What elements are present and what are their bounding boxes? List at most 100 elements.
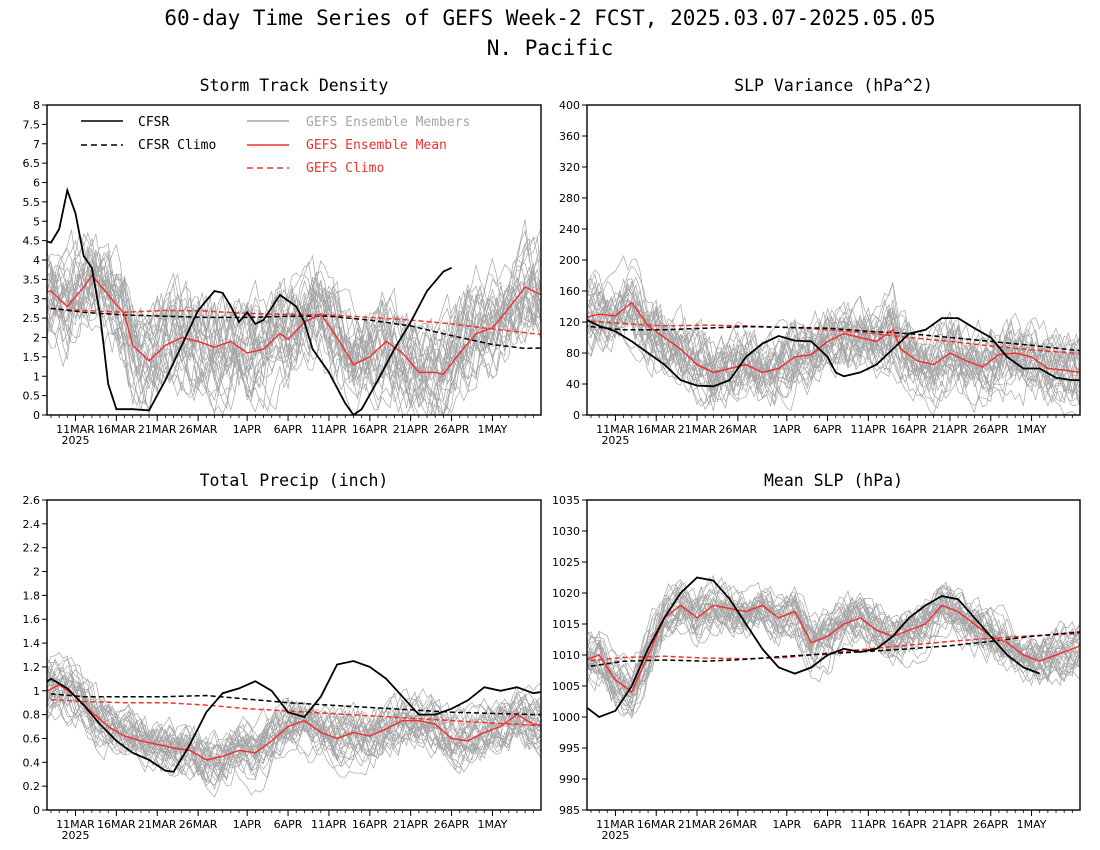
- ensemble-member-line: [587, 595, 1080, 694]
- cfsr-line: [587, 576, 1041, 719]
- y-tick-label: 3.5: [23, 273, 41, 286]
- gefs-climo-line: [587, 319, 1080, 355]
- ensemble-member-line: [587, 590, 1080, 692]
- y-tick-label: 1025: [552, 556, 580, 569]
- x-tick-label: 21MAR: [678, 423, 717, 436]
- x-tick-label: 6APR: [813, 818, 842, 831]
- y-tick-label: 1: [33, 685, 40, 698]
- ensemble-member-line: [47, 680, 541, 796]
- y-tick-label: 160: [559, 285, 580, 298]
- ensemble-member-line: [587, 291, 1080, 407]
- y-tick-label: 40: [566, 378, 580, 391]
- ensemble-member-line: [47, 250, 541, 402]
- y-tick-label: 1035: [552, 494, 580, 507]
- y-tick-label: 360: [559, 130, 580, 143]
- x-tick-label: 6APR: [274, 423, 303, 436]
- y-tick-label: 0: [573, 409, 580, 422]
- cfsr-line: [47, 186, 452, 415]
- y-tick-label: 5.5: [23, 196, 41, 209]
- y-tick-label: 1020: [552, 587, 580, 600]
- x-tick-label: 1MAY: [477, 818, 507, 831]
- y-tick-label: 1005: [552, 680, 580, 693]
- x-tick-label: 16MAR: [637, 423, 676, 436]
- y-tick-label: 200: [559, 254, 580, 267]
- y-tick-label: 1.6: [23, 613, 41, 626]
- legend-label-cfsr: CFSR: [138, 115, 169, 130]
- y-tick-label: 2.5: [23, 312, 41, 325]
- y-tick-label: 0.2: [23, 780, 41, 793]
- y-tick-label: 0: [33, 804, 40, 817]
- x-tick-label: 1APR: [772, 423, 801, 436]
- ensemble-member-line: [47, 656, 541, 782]
- ensemble-member-line: [587, 269, 1080, 398]
- y-tick-label: 2: [33, 566, 40, 579]
- y-tick-label: 6: [33, 177, 40, 190]
- y-tick-label: 1000: [552, 711, 580, 724]
- panel-title: Mean SLP (hPa): [764, 471, 903, 490]
- x-tick-label: 26MAR: [718, 818, 757, 831]
- legend-label-cfsr-climo: CFSR Climo: [138, 138, 216, 153]
- y-tick-label: 0.8: [23, 709, 41, 722]
- cfsr-line: [47, 660, 541, 773]
- x-tick-label: 26MAR: [718, 423, 757, 436]
- x-tick-label: 6APR: [813, 423, 842, 436]
- panel-title: Total Precip (inch): [200, 471, 389, 490]
- x-tick-label: 21APR: [393, 818, 429, 831]
- ensemble-member-line: [587, 576, 1080, 707]
- x-tick-label: 21MAR: [678, 818, 717, 831]
- ensemble-member-line: [587, 283, 1080, 387]
- ensemble-member-line: [47, 259, 541, 407]
- y-tick-label: 1.8: [23, 589, 41, 602]
- y-tick-label: 1030: [552, 525, 580, 538]
- plot-frame: [46, 499, 542, 811]
- y-tick-label: 7: [33, 138, 40, 151]
- x-year-label: 2025: [62, 434, 90, 447]
- ensemble-member-line: [47, 231, 541, 415]
- plot-area: [587, 574, 1080, 720]
- y-tick-label: 120: [559, 316, 580, 329]
- ensemble-mean-line: [587, 604, 1080, 694]
- legend-label-members: GEFS Ensemble Members: [306, 115, 470, 130]
- y-tick-label: 8: [33, 99, 40, 112]
- panel-mean-slp: 985 990 995 1000 1005 1010 1015 1020 1025 1030 103…: [552, 471, 1081, 842]
- ensemble-member-line: [587, 312, 1080, 415]
- x-tick-label: 26MAR: [179, 818, 218, 831]
- x-tick-label: 21MAR: [138, 423, 177, 436]
- y-tick-label: 1.4: [23, 637, 41, 650]
- ensemble-member-line: [47, 667, 541, 798]
- x-tick-label: 26MAR: [179, 423, 218, 436]
- y-tick-label: 3: [33, 293, 40, 306]
- x-tick-label: 26APR: [973, 818, 1009, 831]
- x-tick-label: 21APR: [932, 423, 968, 436]
- y-tick-label: 4: [33, 254, 40, 267]
- ensemble-member-line: [587, 279, 1080, 408]
- figure-title: 60-day Time Series of GEFS Week-2 FCST, …: [164, 6, 935, 30]
- x-tick-label: 21APR: [932, 818, 968, 831]
- ensemble-member-line: [47, 699, 541, 769]
- x-tick-label: 26APR: [973, 423, 1009, 436]
- ensemble-member-line: [47, 670, 541, 787]
- y-tick-label: 1: [33, 370, 40, 383]
- legend-label-gefs-climo: GEFS Climo: [306, 161, 384, 176]
- x-tick-label: 1APR: [772, 818, 801, 831]
- ensemble-member-line: [47, 675, 541, 782]
- figure-subtitle: N. Pacific: [487, 36, 613, 60]
- ensemble-member-line: [47, 678, 541, 773]
- y-tick-label: 7.5: [23, 118, 41, 131]
- y-tick-label: 2.2: [23, 542, 41, 555]
- ensemble-member-line: [587, 305, 1080, 402]
- x-tick-label: 21APR: [393, 423, 429, 436]
- y-tick-label: 1015: [552, 618, 580, 631]
- ensemble-member-line: [587, 301, 1080, 405]
- ensemble-member-line: [587, 582, 1080, 693]
- x-tick-label: 6APR: [274, 818, 303, 831]
- y-tick-label: 1010: [552, 649, 580, 662]
- x-tick-label: 16MAR: [97, 423, 136, 436]
- panel-title: Storm Track Density: [200, 76, 389, 95]
- y-tick-label: 6.5: [23, 157, 41, 170]
- x-tick-label: 11APR: [311, 818, 347, 831]
- ensemble-member-line: [587, 574, 1080, 708]
- x-tick-label: 26APR: [434, 818, 470, 831]
- x-tick-label: 11MAR: [56, 423, 95, 436]
